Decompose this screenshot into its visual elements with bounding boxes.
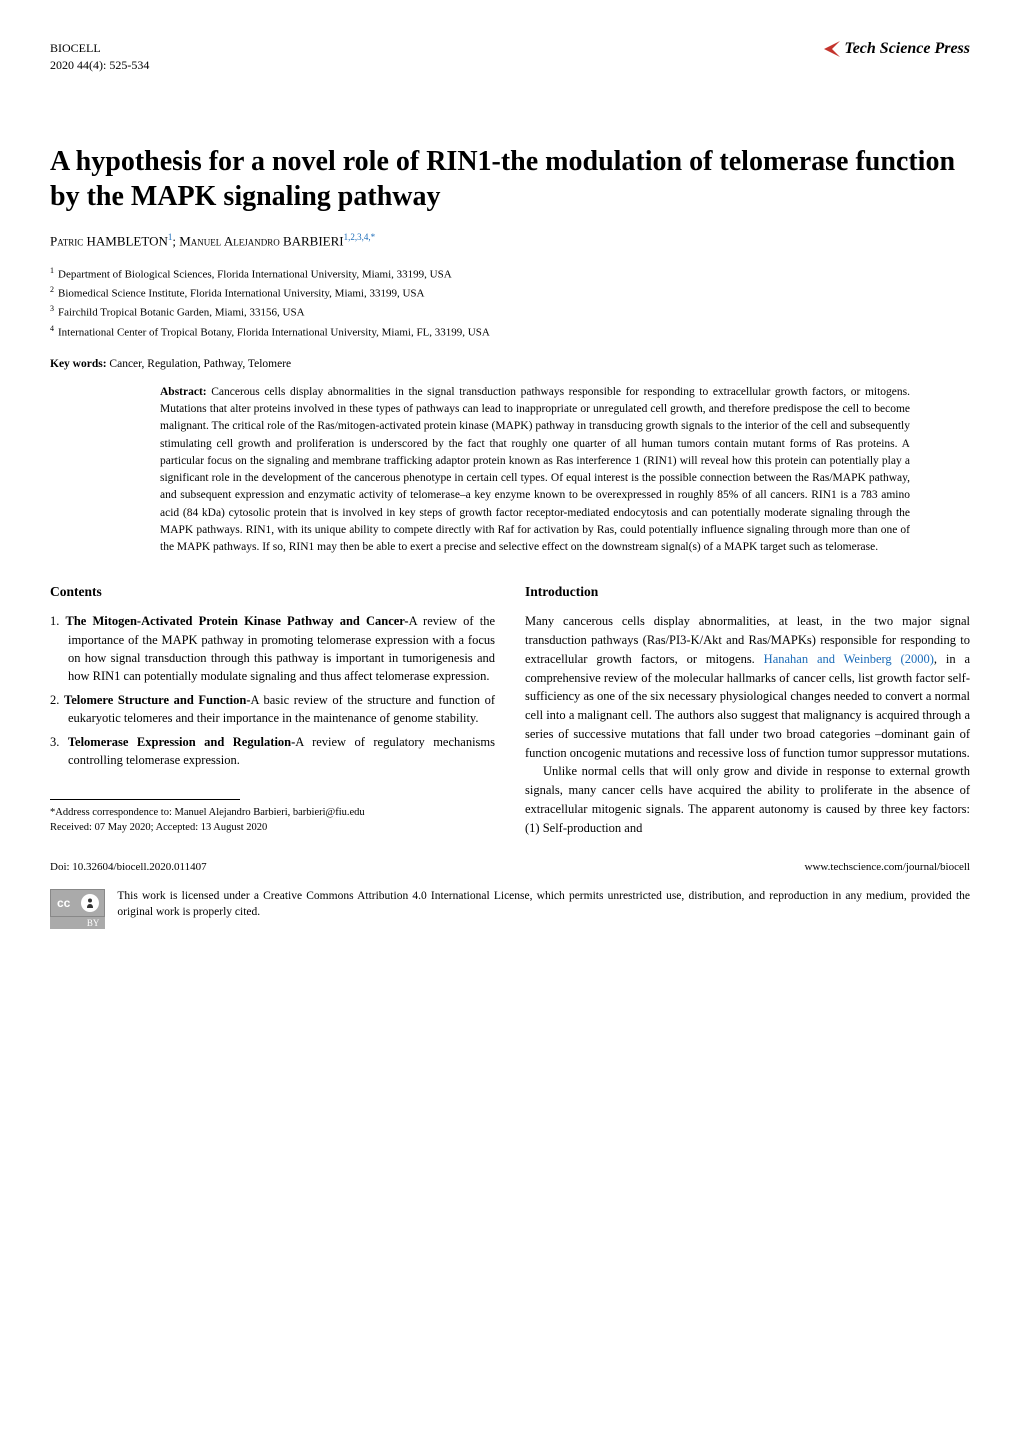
journal-name: BIOCELL xyxy=(50,40,149,57)
affil-num: 3 xyxy=(50,304,54,313)
author-2: Manuel Alejandro BARBIERI xyxy=(179,233,343,248)
citation-link[interactable]: Hanahan and Weinberg (2000) xyxy=(764,652,934,666)
affil-num: 4 xyxy=(50,324,54,333)
doi-row: Doi: 10.32604/biocell.2020.011407 www.te… xyxy=(50,861,970,873)
intro-p1b: , in a comprehensive review of the molec… xyxy=(525,652,970,760)
abstract-label: Abstract: xyxy=(160,386,207,398)
affil-text: Department of Biological Sciences, Flori… xyxy=(58,269,452,281)
item-title: The Mitogen-Activated Protein Kinase Pat… xyxy=(66,614,409,628)
contents-item: 2. Telomere Structure and Function-A bas… xyxy=(50,691,495,727)
page-header: BIOCELL 2020 44(4): 525-534 Tech Science… xyxy=(50,40,970,74)
doi-text: Doi: 10.32604/biocell.2020.011407 xyxy=(50,861,207,873)
contents-heading: Contents xyxy=(50,584,495,600)
footnote-block: *Address correspondence to: Manuel Aleja… xyxy=(50,806,495,835)
footnote-divider xyxy=(50,799,240,800)
journal-issue: 2020 44(4): 525-534 xyxy=(50,57,149,74)
affil-text: Fairchild Tropical Botanic Garden, Miami… xyxy=(58,307,305,319)
affiliation-row: 4 International Center of Tropical Botany… xyxy=(50,323,970,342)
item-number: 2. xyxy=(50,693,64,707)
affiliation-row: 3 Fairchild Tropical Botanic Garden, Miam… xyxy=(50,303,970,322)
cc-by-badge: cc BY xyxy=(50,889,105,929)
abstract-paragraph: Abstract: Cancerous cells display abnorm… xyxy=(160,384,910,557)
abstract-body: Cancerous cells display abnormalities in… xyxy=(160,386,910,553)
item-number: 3. xyxy=(50,735,68,749)
keywords-text: Cancer, Regulation, Pathway, Telomere xyxy=(107,358,292,370)
affil-num: 1 xyxy=(50,266,54,275)
correspondence-line: *Address correspondence to: Manuel Aleja… xyxy=(50,806,495,821)
affil-text: Biomedical Science Institute, Florida In… xyxy=(58,288,425,300)
person-icon xyxy=(81,894,99,912)
affiliation-row: 2 Biomedical Science Institute, Florida I… xyxy=(50,284,970,303)
item-title: Telomerase Expression and Regulation- xyxy=(68,735,295,749)
cc-label: cc xyxy=(51,890,76,916)
introduction-heading: Introduction xyxy=(525,584,970,600)
intro-paragraph-1: Many cancerous cells display abnormaliti… xyxy=(525,612,970,762)
license-text: This work is licensed under a Creative C… xyxy=(117,889,970,920)
abstract-block: Abstract: Cancerous cells display abnorm… xyxy=(50,384,970,557)
affiliations-block: 1 Department of Biological Sciences, Flor… xyxy=(50,265,970,342)
two-column-body: Contents 1. The Mitogen-Activated Protei… xyxy=(50,584,970,837)
publisher-name: Tech Science Press xyxy=(844,40,970,58)
cc-badge-top: cc xyxy=(50,889,105,917)
contents-list: 1. The Mitogen-Activated Protein Kinase … xyxy=(50,612,495,769)
contents-item: 1. The Mitogen-Activated Protein Kinase … xyxy=(50,612,495,685)
affiliation-row: 1 Department of Biological Sciences, Flor… xyxy=(50,265,970,284)
affil-text: International Center of Tropical Botany,… xyxy=(58,326,490,338)
keywords-line: Key words: Cancer, Regulation, Pathway, … xyxy=(50,358,970,370)
author-2-affil: 1,2,3,4,* xyxy=(344,232,376,242)
article-title: A hypothesis for a novel role of RIN1-th… xyxy=(50,144,970,214)
item-number: 1. xyxy=(50,614,66,628)
journal-citation: BIOCELL 2020 44(4): 525-534 xyxy=(50,40,149,74)
introduction-body: Many cancerous cells display abnormaliti… xyxy=(525,612,970,837)
arrow-left-icon xyxy=(818,41,840,57)
right-column: Introduction Many cancerous cells displa… xyxy=(525,584,970,837)
license-row: cc BY This work is licensed under a Crea… xyxy=(50,889,970,929)
item-title: Telomere Structure and Function- xyxy=(64,693,251,707)
by-label: BY xyxy=(50,917,105,929)
journal-url: www.techscience.com/journal/biocell xyxy=(805,861,970,873)
author-list: Patric HAMBLETON1; Manuel Alejandro BARB… xyxy=(50,232,970,249)
left-column: Contents 1. The Mitogen-Activated Protei… xyxy=(50,584,495,837)
contents-item: 3. Telomerase Expression and Regulation-… xyxy=(50,733,495,769)
intro-paragraph-2: Unlike normal cells that will only grow … xyxy=(525,762,970,837)
affil-num: 2 xyxy=(50,285,54,294)
received-accepted-line: Received: 07 May 2020; Accepted: 13 Augu… xyxy=(50,821,495,836)
author-1: Patric HAMBLETON xyxy=(50,233,168,248)
keywords-label: Key words: xyxy=(50,358,107,370)
cc-person-icon-wrap xyxy=(76,890,104,916)
publisher-logo: Tech Science Press xyxy=(818,40,970,58)
